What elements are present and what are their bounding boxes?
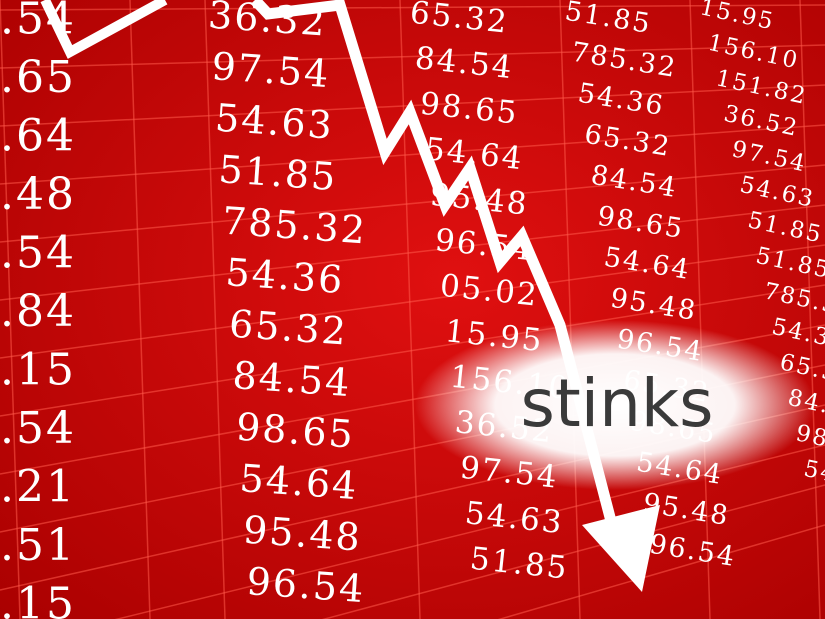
board-number: 54.63 [214,96,336,148]
board-number: 96.54 [245,559,367,611]
board-number: 51.85 [217,147,339,199]
arrow-line [250,0,618,527]
grid-line [204,0,226,619]
board-number: 95.48 [242,508,364,560]
grid-line [799,0,821,619]
grid-line [321,484,825,619]
board-number: .15 [0,579,76,619]
board-number: .51 [0,520,76,571]
board-number: 98.65 [235,405,357,457]
board-number: 54.64 [238,456,360,508]
grid-line [689,0,711,619]
board-number: 54 [802,456,825,488]
board-number: .54 [0,228,76,279]
grid-line [399,0,421,619]
board-number: .21 [0,462,76,513]
caption-glow [415,320,815,490]
board-number: 84.54 [231,353,353,405]
grid-line [0,0,21,619]
grid-line [559,0,581,619]
arrow-head [582,505,660,592]
grid-line [0,204,825,301]
board-number: .15 [0,345,76,396]
grid-line [0,44,825,69]
grid-line [0,4,825,11]
caption: stinks [520,365,713,442]
grid-line [0,284,825,417]
falling-arrow [40,0,660,592]
board-number: 54.36 [224,250,346,302]
board-number: .48 [0,169,76,220]
board-number: 97.54 [210,44,332,96]
arrow-line [40,0,168,59]
board-number: 65.32 [228,302,350,354]
grid-line [129,0,151,619]
board-number: .65 [0,52,76,103]
grid-line [497,524,825,619]
board-number: .64 [0,111,76,162]
board-number: .84 [0,286,76,337]
board-number: 785.32 [221,199,369,253]
board-number: .54 [0,403,76,454]
grid-line [0,244,825,359]
grid-line [0,164,825,243]
grid-line [0,124,825,185]
